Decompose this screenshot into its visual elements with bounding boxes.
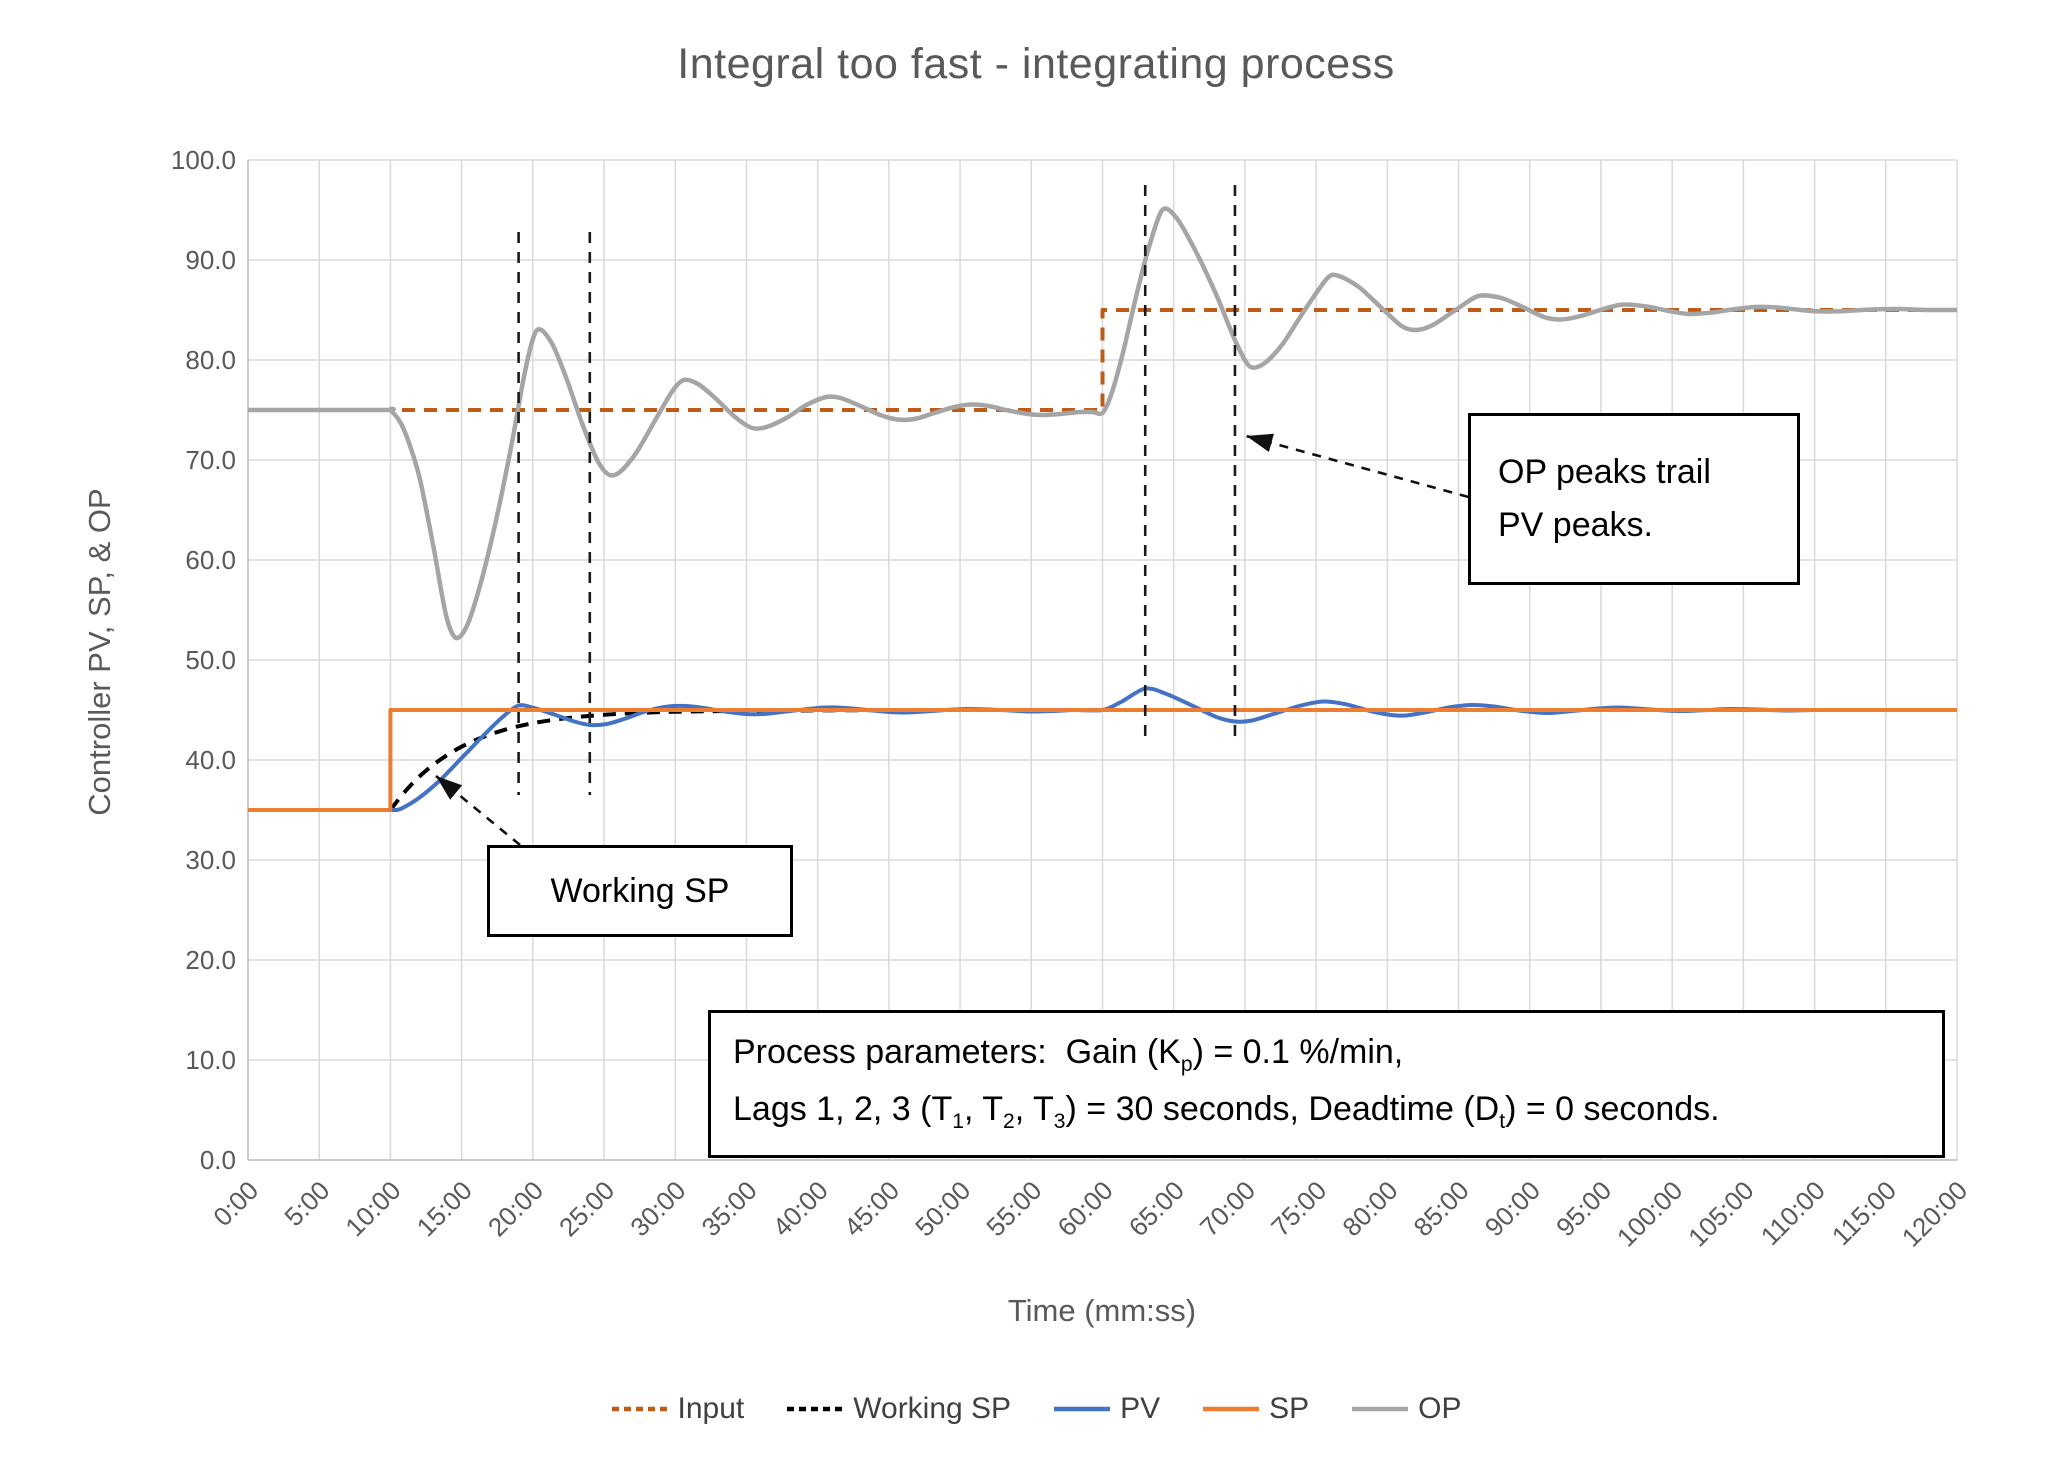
x-tick-label: 120:00 [1896,1175,1973,1252]
y-tick-label: 10.0 [185,1045,236,1075]
op-peaks-annotation-line2: PV peaks. [1498,506,1653,544]
process-parameters-line1: Process parameters: Gain (Kp) = 0.1 %/mi… [733,1033,1404,1076]
x-axis-title: Time (mm:ss) [1007,1293,1197,1328]
x-tick-label: 65:00 [1123,1175,1190,1242]
y-tick-label: 0.0 [200,1145,236,1175]
series-input-line [248,308,1957,412]
x-tick-label: 0:00 [207,1175,264,1232]
legend-label: SP [1269,1392,1310,1425]
x-tick-label: 85:00 [1408,1175,1475,1242]
x-tick-label: 15:00 [411,1175,478,1242]
x-tick-label: 105:00 [1682,1175,1759,1252]
legend-label: PV [1120,1392,1161,1425]
chart-title: Integral too fast - integrating process [677,40,1395,88]
y-tick-label: 100.0 [171,145,236,175]
x-tick-label: 5:00 [278,1175,335,1232]
x-tick-label: 55:00 [980,1175,1047,1242]
legend-line-sample-icon [1352,1406,1409,1412]
x-tick-label: 20:00 [482,1175,549,1242]
op-peaks-arrow-line [1245,434,1469,499]
process-parameters-box: Process parameters: Gain (Kp) = 0.1 %/mi… [708,1010,1945,1158]
legend-item-sp: SP [1202,1392,1309,1426]
x-tick-label: 70:00 [1194,1175,1261,1242]
x-tick-label: 60:00 [1052,1175,1119,1242]
x-tick-label: 110:00 [1755,1175,1831,1251]
op-peaks-annotation-line1: OP peaks trail [1498,453,1711,491]
legend-label: Working SP [853,1392,1012,1425]
x-tick-label: 100:00 [1611,1175,1688,1252]
legend-item-input: Input [611,1392,745,1426]
gridlines [247,159,1958,1161]
x-tick-label: 30:00 [624,1175,691,1242]
y-tick-label: 60.0 [185,545,236,575]
legend-label: Input [677,1392,745,1425]
x-tick-label: 75:00 [1265,1175,1332,1242]
x-tick-label: 45:00 [838,1175,905,1242]
legend-line-sample-icon [787,1406,844,1412]
x-tick-label: 50:00 [909,1175,976,1242]
legend-line-sample-icon [1203,1406,1260,1412]
series-sp-line [248,708,1957,812]
legend-line-sample-icon [1054,1406,1111,1412]
op-peaks-arrow-head-icon [1246,433,1274,452]
x-tick-label: 25:00 [553,1175,620,1242]
y-axis-title: Controller PV, SP, & OP [82,488,117,816]
legend: Input Working SP PV SP OP [0,1392,2072,1426]
legend-label: OP [1418,1392,1462,1425]
x-tick-label: 40:00 [767,1175,834,1242]
x-tick-label: 90:00 [1479,1175,1546,1242]
y-tick-label: 80.0 [185,345,236,375]
y-tick-label: 30.0 [185,845,236,875]
x-tick-label: 35:00 [695,1175,762,1242]
legend-item-pv: PV [1053,1392,1160,1426]
working-sp-arrow-head-icon [435,776,463,800]
process-parameters-line2: Lags 1, 2, 3 (T1, T2, T3) = 30 seconds, … [733,1089,1720,1133]
working-sp-annotation-text: Working SP [550,871,730,910]
legend-line-sample-icon [611,1406,668,1412]
y-tick-label: 70.0 [185,445,236,475]
y-tick-label: 40.0 [185,745,236,775]
x-tick-label: 10:00 [339,1175,406,1242]
legend-item-op: OP [1351,1392,1462,1426]
legend-item-working-sp: Working SP [786,1392,1011,1426]
y-tick-label: 50.0 [185,645,236,675]
y-tick-label: 90.0 [185,245,236,275]
x-tick-label: 115:00 [1826,1175,1902,1251]
x-tick-label: 80:00 [1336,1175,1403,1242]
x-tick-label: 95:00 [1550,1175,1617,1242]
op-peaks-annotation-box: OP peaks trail PV peaks. [1468,413,1800,585]
y-tick-label: 20.0 [185,945,236,975]
series-op-line [248,206,1958,641]
working-sp-annotation-box: Working SP [487,845,793,937]
